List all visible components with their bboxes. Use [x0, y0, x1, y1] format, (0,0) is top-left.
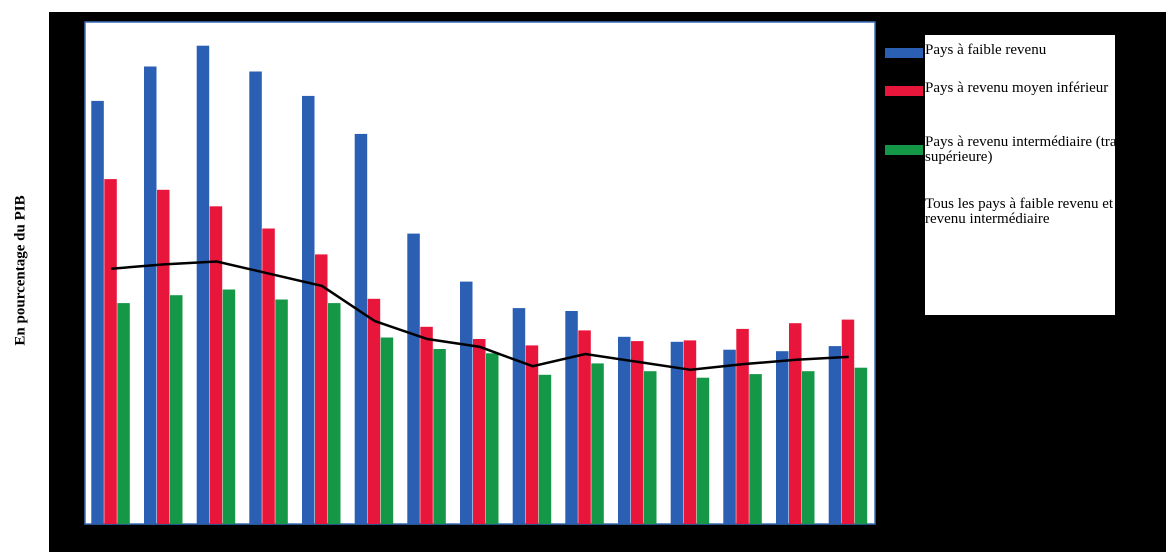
- bar-upper-middle-2012: [749, 374, 762, 524]
- bar-upper-middle-2001: [170, 295, 183, 524]
- bars-layer: [91, 45, 868, 525]
- bar-upper-middle-2006: [433, 349, 446, 524]
- line-layer: [111, 260, 849, 372]
- bar-upper-middle-2002: [222, 289, 236, 524]
- legend-label-all: Tous les pays à faible revenu et à reven…: [925, 196, 1124, 227]
- bar-lower-middle-2010: [631, 341, 644, 524]
- bar-lower-middle-2009: [578, 330, 591, 524]
- bar-upper-middle-2009: [591, 363, 604, 524]
- series-line-all: [111, 260, 849, 372]
- bar-low-income-2006: [407, 233, 420, 524]
- bar-lower-middle-2003: [262, 228, 275, 524]
- bar-lower-middle-2013: [789, 323, 802, 524]
- bar-low-income-2011: [670, 341, 684, 524]
- bar-low-income-2008: [512, 308, 526, 524]
- legend-label-lower-middle: Pays à revenu moyen inférieur: [925, 80, 1109, 96]
- bar-upper-middle-2011: [696, 377, 710, 524]
- bar-low-income-2012: [723, 349, 736, 524]
- bar-upper-middle-2003: [275, 299, 288, 524]
- bar-lower-middle-2011: [683, 340, 697, 524]
- bar-lower-middle-2000: [104, 179, 117, 524]
- legend-item-upper-middle: Pays à revenu intermédiaire (tranche sup…: [925, 135, 1165, 165]
- bar-low-income-2007: [460, 281, 473, 524]
- frame-left: [49, 12, 85, 552]
- bar-lower-middle-2006: [420, 326, 433, 524]
- legend: Pays à faible revenu Pays à revenu moyen…: [925, 36, 1145, 315]
- legend-swatch-0: [885, 48, 923, 58]
- bar-lower-middle-2004: [315, 254, 328, 524]
- bar-upper-middle-2004: [328, 303, 341, 524]
- bar-upper-middle-2008: [538, 374, 552, 524]
- bar-low-income-2010: [618, 336, 631, 524]
- bar-lower-middle-2001: [157, 189, 170, 525]
- bar-lower-middle-2002: [209, 206, 223, 525]
- bar-low-income-2013: [776, 351, 789, 524]
- legend-item-low-income: Pays à faible revenu: [925, 43, 1165, 58]
- bar-upper-middle-2010: [644, 371, 657, 524]
- bar-low-income-2002: [196, 45, 210, 524]
- bar-lower-middle-2012: [736, 328, 749, 524]
- bar-lower-middle-2008: [525, 345, 539, 524]
- legend-label-upper-middle: Pays à revenu intermédiaire (tranche sup…: [925, 134, 1145, 165]
- frame-under-legend: [925, 315, 1166, 552]
- bar-upper-middle-2013: [802, 371, 815, 524]
- bar-upper-middle-2000: [117, 303, 130, 524]
- bar-upper-middle-2005: [380, 337, 394, 524]
- bar-low-income-2001: [144, 66, 157, 524]
- bar-lower-middle-2007: [473, 339, 486, 524]
- bar-low-income-2000: [91, 100, 104, 525]
- bar-low-income-2005: [354, 133, 368, 524]
- bar-low-income-2014: [828, 346, 842, 524]
- bar-lower-middle-2014: [841, 319, 855, 524]
- y-axis-label-wrap: En pourcentage du PIB: [6, 150, 36, 390]
- legend-item-all: Tous les pays à faible revenu et à reven…: [925, 197, 1165, 227]
- legend-item-lower-middle: Pays à revenu moyen inférieur: [925, 81, 1110, 96]
- bar-low-income-2004: [302, 95, 315, 525]
- legend-swatch-1: [885, 86, 923, 96]
- bar-upper-middle-2007: [486, 353, 499, 524]
- legend-swatch-2: [885, 145, 923, 155]
- legend-label-low-income: Pays à faible revenu: [925, 42, 1047, 58]
- bar-low-income-2009: [565, 311, 578, 524]
- bar-low-income-2003: [249, 71, 262, 524]
- bar-upper-middle-2014: [854, 367, 868, 524]
- frame-legend-gap: [875, 22, 925, 552]
- bar-lower-middle-2005: [367, 298, 381, 524]
- y-axis-label: En pourcentage du PIB: [12, 194, 29, 346]
